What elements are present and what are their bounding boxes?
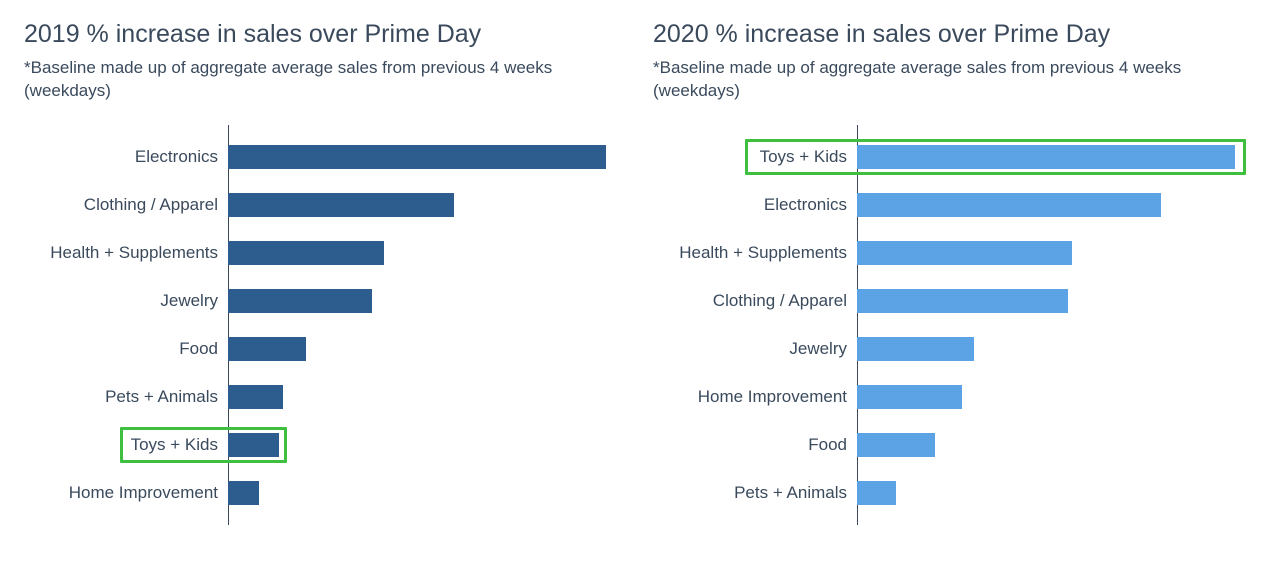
bar-row: Home Improvement: [653, 373, 1250, 421]
chart-title: 2019 % increase in sales over Prime Day: [24, 20, 621, 49]
bar-row: Health + Supplements: [24, 229, 621, 277]
bar-row: Jewelry: [24, 277, 621, 325]
chart-2020: 2020 % increase in sales over Prime Day *…: [653, 20, 1250, 517]
bar-track: [857, 133, 1250, 181]
bar-row: Electronics: [653, 181, 1250, 229]
bar-track: [857, 421, 1250, 469]
bar-fill: [857, 241, 1072, 265]
bar-label: Pets + Animals: [24, 387, 228, 407]
bar-label: Toys + Kids: [653, 147, 857, 167]
bar-fill: [228, 241, 384, 265]
bar-track: [857, 469, 1250, 517]
bar-track: [228, 229, 621, 277]
bar-track: [228, 421, 621, 469]
bar-track: [228, 181, 621, 229]
bar-row: Health + Supplements: [653, 229, 1250, 277]
bar-fill: [857, 145, 1235, 169]
bar-row: Clothing / Apparel: [653, 277, 1250, 325]
bar-row: Electronics: [24, 133, 621, 181]
bar-label: Toys + Kids: [24, 435, 228, 455]
bar-track: [228, 277, 621, 325]
bar-label: Pets + Animals: [653, 483, 857, 503]
bar-row: Pets + Animals: [653, 469, 1250, 517]
bar-label: Food: [653, 435, 857, 455]
bars-area: Toys + Kids Electronics Health + Supplemen…: [653, 133, 1250, 517]
bar-fill: [857, 289, 1068, 313]
bar-fill: [857, 337, 974, 361]
bar-fill: [228, 193, 454, 217]
bar-label: Clothing / Apparel: [24, 195, 228, 215]
bar-fill: [857, 481, 896, 505]
bar-label: Food: [24, 339, 228, 359]
bar-track: [228, 373, 621, 421]
bar-fill: [857, 385, 962, 409]
bar-label: Health + Supplements: [653, 243, 857, 263]
chart-title: 2020 % increase in sales over Prime Day: [653, 20, 1250, 49]
charts-wrapper: 2019 % increase in sales over Prime Day *…: [24, 20, 1250, 517]
bar-row: Toys + Kids: [24, 421, 621, 469]
bar-row: Jewelry: [653, 325, 1250, 373]
bar-row: Toys + Kids: [653, 133, 1250, 181]
bar-fill: [228, 481, 259, 505]
bar-row: Clothing / Apparel: [24, 181, 621, 229]
bar-track: [857, 181, 1250, 229]
bar-fill: [857, 433, 935, 457]
bar-track: [857, 277, 1250, 325]
bars-area: Electronics Clothing / Apparel Health + Su…: [24, 133, 621, 517]
bar-fill: [228, 433, 279, 457]
bar-label: Clothing / Apparel: [653, 291, 857, 311]
bar-track: [857, 229, 1250, 277]
bar-track: [857, 373, 1250, 421]
bar-track: [857, 325, 1250, 373]
bar-label: Home Improvement: [24, 483, 228, 503]
bar-row: Home Improvement: [24, 469, 621, 517]
bar-label: Jewelry: [24, 291, 228, 311]
chart-subtitle: *Baseline made up of aggregate average s…: [24, 57, 621, 103]
bar-fill: [228, 385, 283, 409]
bar-fill: [228, 337, 306, 361]
bar-fill: [857, 193, 1161, 217]
bar-track: [228, 325, 621, 373]
bar-label: Home Improvement: [653, 387, 857, 407]
bar-row: Pets + Animals: [24, 373, 621, 421]
bar-label: Jewelry: [653, 339, 857, 359]
bar-track: [228, 133, 621, 181]
bar-row: Food: [653, 421, 1250, 469]
bar-fill: [228, 289, 372, 313]
bar-label: Electronics: [24, 147, 228, 167]
bar-label: Health + Supplements: [24, 243, 228, 263]
bar-label: Electronics: [653, 195, 857, 215]
chart-2019: 2019 % increase in sales over Prime Day *…: [24, 20, 621, 517]
bar-row: Food: [24, 325, 621, 373]
chart-subtitle: *Baseline made up of aggregate average s…: [653, 57, 1250, 103]
bar-track: [228, 469, 621, 517]
bar-fill: [228, 145, 606, 169]
